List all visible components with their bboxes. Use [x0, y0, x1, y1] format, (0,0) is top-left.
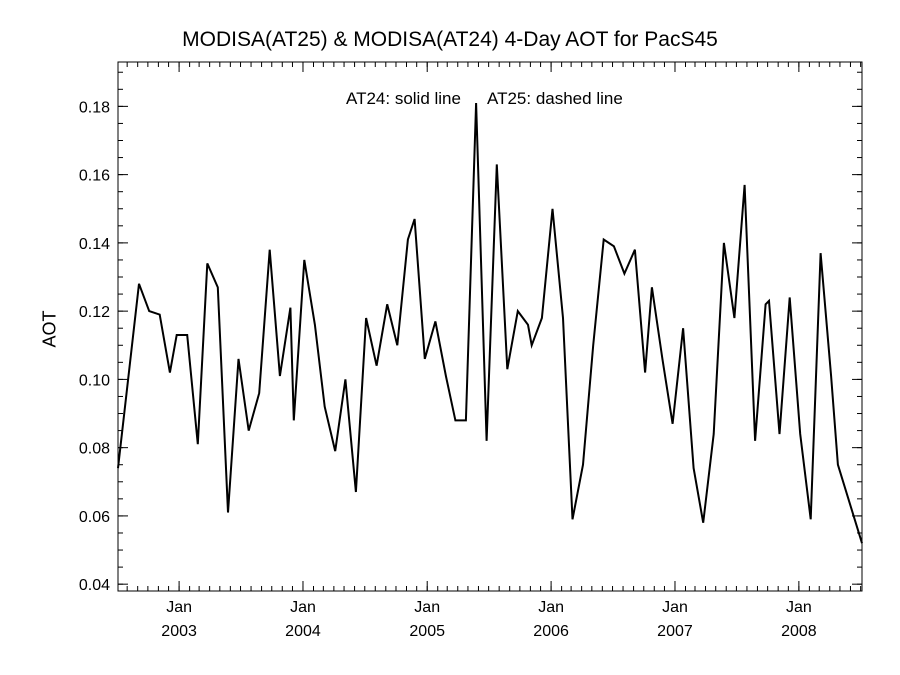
- y-tick-label: 0.04: [79, 577, 110, 594]
- x-tick-month-label: Jan: [414, 599, 440, 616]
- x-tick-year-label: 2008: [781, 623, 817, 640]
- annotation-dashed-line: AT25: dashed line: [487, 89, 623, 108]
- y-tick-label: 0.08: [79, 441, 110, 458]
- x-tick-year-label: 2003: [161, 623, 197, 640]
- y-tick-label: 0.16: [79, 168, 110, 185]
- plot-frame: [117, 61, 863, 592]
- y-tick-label: 0.06: [79, 509, 110, 526]
- series-line: [117, 102, 863, 544]
- y-tick-label: 0.12: [79, 304, 110, 321]
- y-tick-label: 0.14: [79, 236, 110, 253]
- x-tick-year-label: 2006: [533, 623, 569, 640]
- x-tick-year-label: 2004: [285, 623, 321, 640]
- x-tick-month-label: Jan: [290, 599, 316, 616]
- x-tick-month-label: Jan: [786, 599, 812, 616]
- y-tick-label: 0.10: [79, 372, 110, 389]
- x-tick-year-label: 2005: [409, 623, 445, 640]
- y-tick-label: 0.18: [79, 99, 110, 116]
- chart-title: MODISA(AT25) & MODISA(AT24) 4-Day AOT fo…: [182, 28, 718, 51]
- x-tick-month-label: Jan: [166, 599, 192, 616]
- x-tick-month-label: Jan: [538, 599, 564, 616]
- x-tick-year-label: 2007: [657, 623, 693, 640]
- x-tick-month-label: Jan: [662, 599, 688, 616]
- annotation-solid-line: AT24: solid line: [346, 89, 461, 108]
